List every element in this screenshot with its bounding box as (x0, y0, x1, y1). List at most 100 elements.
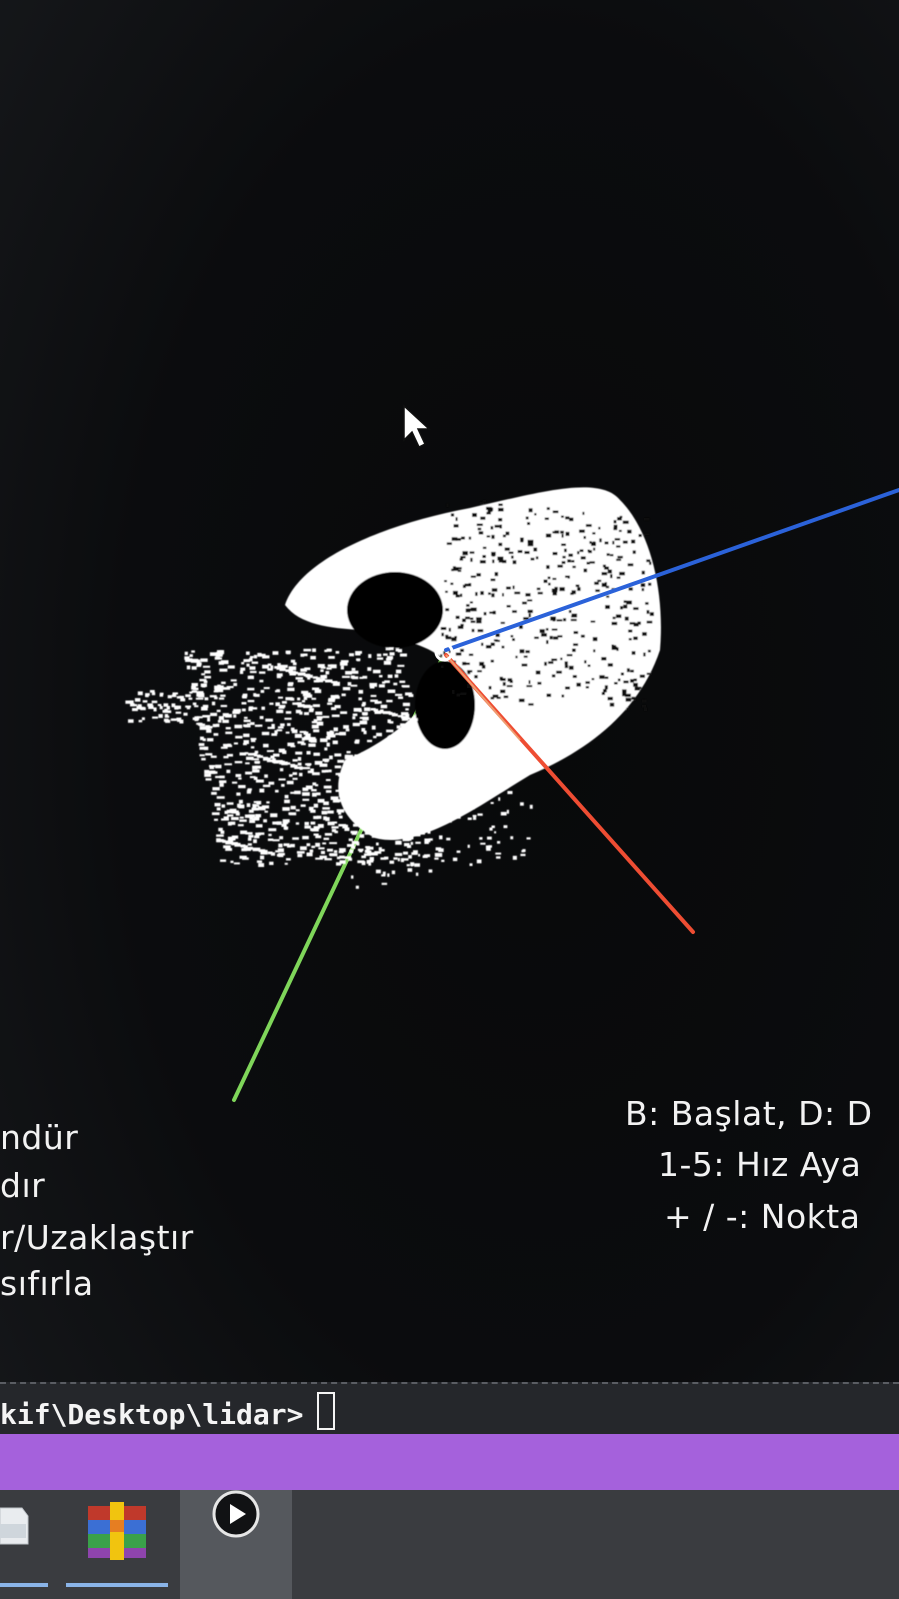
point-cloud-point (387, 674, 393, 678)
point-cloud-point (290, 843, 295, 848)
point-cloud-point (214, 802, 221, 807)
point-cloud-point (287, 683, 293, 687)
point-cloud-point (441, 859, 445, 862)
point-cloud-point (400, 723, 405, 727)
point-cloud-point (564, 548, 567, 553)
point-cloud-point (506, 586, 511, 590)
point-cloud-point (285, 731, 290, 734)
point-cloud-point (339, 855, 345, 859)
point-cloud-point (616, 545, 621, 548)
point-cloud-point (434, 852, 443, 857)
point-cloud-point (396, 763, 404, 767)
file-explorer-icon (0, 1507, 29, 1545)
point-cloud-point (362, 675, 368, 679)
point-cloud-point (548, 661, 554, 664)
terminal-window[interactable]: kif\Desktop\lidar> (0, 1382, 899, 1436)
point-cloud-point (545, 628, 549, 631)
point-cloud-point (472, 513, 477, 517)
point-cloud-point (615, 614, 622, 618)
point-cloud-point (176, 696, 182, 699)
point-cloud-point (202, 715, 211, 718)
point-cloud-point (645, 602, 649, 605)
point-cloud-point (223, 845, 231, 849)
point-cloud-point (379, 675, 383, 678)
point-cloud-point (366, 846, 370, 851)
point-cloud-point (227, 836, 235, 841)
point-cloud-point (271, 723, 275, 728)
point-cloud-point (410, 749, 417, 753)
point-cloud-point (359, 769, 363, 773)
point-cloud-point (509, 680, 513, 683)
point-cloud-point (487, 508, 493, 512)
point-cloud-point (502, 593, 504, 597)
point-cloud-point (260, 689, 265, 693)
point-cloud-point (214, 696, 218, 700)
point-cloud-point (212, 723, 217, 728)
point-cloud-point (378, 794, 382, 797)
point-cloud-point (128, 719, 134, 723)
point-cloud-point (237, 803, 241, 806)
point-cloud-point (197, 722, 202, 726)
point-cloud-point (630, 669, 634, 673)
point-cloud-point (622, 689, 627, 693)
point-cloud-point (201, 757, 206, 761)
point-cloud-point (374, 710, 382, 714)
point-cloud-point (407, 868, 413, 872)
point-cloud-point (500, 811, 507, 816)
point-cloud-point (266, 759, 274, 763)
point-cloud-point (219, 668, 228, 672)
point-cloud-point (510, 635, 514, 638)
point-cloud-point (469, 781, 474, 785)
point-cloud-point (292, 759, 298, 762)
point-cloud-point (233, 742, 238, 745)
point-cloud-point (278, 854, 284, 858)
point-cloud-point (368, 825, 374, 830)
point-cloud-point (537, 681, 542, 685)
point-cloud-point (361, 861, 366, 864)
point-cloud-point (462, 551, 468, 556)
point-cloud-point (303, 696, 308, 700)
point-cloud-point (211, 791, 217, 795)
point-cloud-point (233, 682, 238, 687)
point-cloud-point (185, 658, 193, 662)
point-cloud-point (243, 659, 251, 663)
point-cloud-point (287, 742, 295, 747)
point-cloud-point (411, 852, 418, 855)
taskbar-item-winrar[interactable] (66, 1490, 168, 1599)
point-cloud-point (226, 769, 231, 774)
point-cloud-point (607, 569, 612, 574)
point-cloud-point (398, 696, 404, 699)
point-cloud-point (185, 694, 191, 698)
point-cloud-point (375, 869, 381, 874)
point-cloud-canvas[interactable] (0, 0, 899, 1380)
point-cloud-point (543, 579, 548, 583)
point-cloud-point (189, 691, 193, 694)
point-cloud-point (275, 702, 280, 707)
point-cloud-point (534, 636, 539, 639)
point-cloud-point (151, 700, 158, 704)
point-cloud-point (369, 682, 378, 687)
point-cloud-point (243, 742, 247, 746)
point-cloud-point (348, 857, 353, 861)
point-cloud-point (490, 526, 494, 530)
point-cloud-point (391, 870, 396, 875)
point-cloud-point (552, 577, 557, 580)
point-cloud-point (404, 802, 413, 806)
terminal-prompt[interactable]: kif\Desktop\lidar> (0, 1392, 336, 1431)
point-cloud-point (407, 797, 415, 800)
point-cloud-point (378, 684, 385, 688)
point-cloud-point (258, 724, 263, 727)
point-cloud-point (520, 540, 524, 543)
point-cloud-point (398, 756, 404, 759)
point-cloud-point (254, 765, 262, 769)
point-cloud-point (489, 827, 493, 831)
point-cloud-viewport[interactable] (0, 0, 899, 1380)
point-cloud-point (313, 815, 319, 820)
taskbar-item-media-player[interactable] (180, 1490, 292, 1599)
point-cloud-point (367, 739, 373, 743)
point-cloud-point (410, 718, 418, 721)
point-cloud-point (253, 754, 261, 757)
point-cloud-point (641, 705, 647, 708)
point-cloud-point (244, 716, 248, 719)
taskbar-item-explorer[interactable] (0, 1490, 48, 1599)
